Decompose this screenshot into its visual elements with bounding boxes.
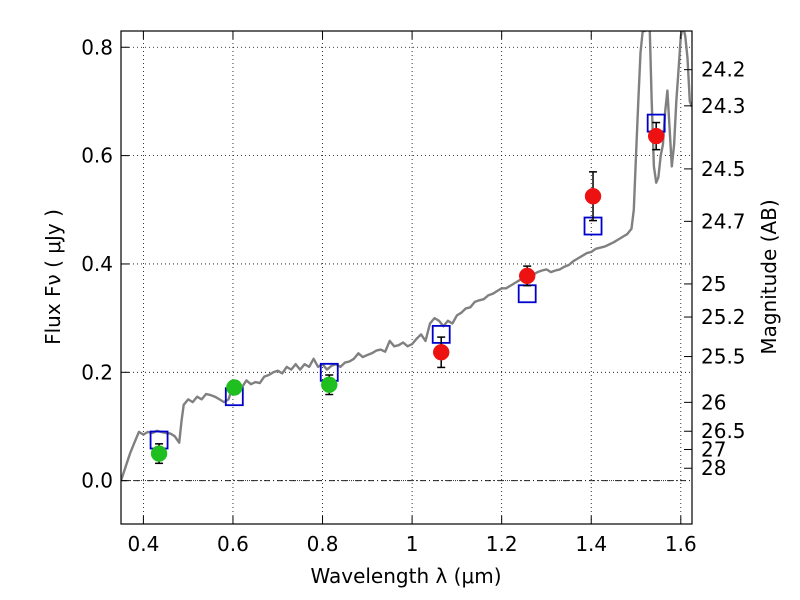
right-tick-label: 27 (701, 437, 726, 461)
y-tick-label: 0.6 (81, 144, 113, 168)
grid (121, 31, 692, 524)
x-tick-label: 1.4 (575, 532, 607, 556)
plot-background (121, 31, 692, 524)
x-tick-label: 0.8 (307, 532, 339, 556)
x-tick-label: 1.2 (486, 532, 518, 556)
observed-flux-point (647, 127, 665, 145)
right-tick-label: 25.5 (701, 345, 746, 369)
plot-frame (120, 30, 693, 525)
observed-flux-point (518, 267, 536, 285)
observed-flux-point (320, 376, 338, 394)
y-tick-label: 0.4 (81, 252, 113, 276)
observed-flux-point (150, 445, 168, 462)
ticks: 0.4 0.6 0.8 1 1.2 1.4 1.6 0.0 0.2 0.4 0.6 0.8 24.2 24… (81, 31, 746, 556)
observed-flux-point (432, 344, 450, 361)
x-tick-label: 0.6 (217, 532, 249, 556)
x-axis-title: Wavelength λ (μm) (310, 564, 501, 588)
right-tick-label: 26.5 (701, 419, 746, 443)
right-tick-label: 24.7 (701, 209, 746, 233)
right-tick-label: 28 (701, 456, 726, 480)
y-tick-label: 0.8 (81, 35, 113, 59)
marker-layer (149, 113, 666, 465)
right-tick-label: 24.2 (701, 58, 746, 82)
y-axis-title: Flux Fν ( μJy ) (41, 209, 65, 345)
right-tick-label: 25 (701, 272, 726, 296)
observed-flux-point (226, 379, 243, 396)
observed-flux-point (584, 187, 602, 205)
right-tick-label: 24.5 (701, 157, 746, 181)
x-tick-label: 0.4 (127, 532, 159, 556)
data-layer (121, 31, 692, 482)
x-tick-label: 1 (406, 532, 419, 556)
y-tick-label: 0.0 (81, 469, 113, 493)
model-spectrum-line (121, 31, 692, 482)
right-tick-label: 25.2 (701, 305, 746, 329)
x-tick-label: 1.6 (665, 532, 697, 556)
right-tick-label: 26 (701, 390, 726, 414)
right-axis-title: Magnitude (AB) (757, 199, 781, 354)
y-tick-label: 0.2 (81, 360, 113, 384)
right-tick-label: 24.3 (701, 94, 746, 118)
